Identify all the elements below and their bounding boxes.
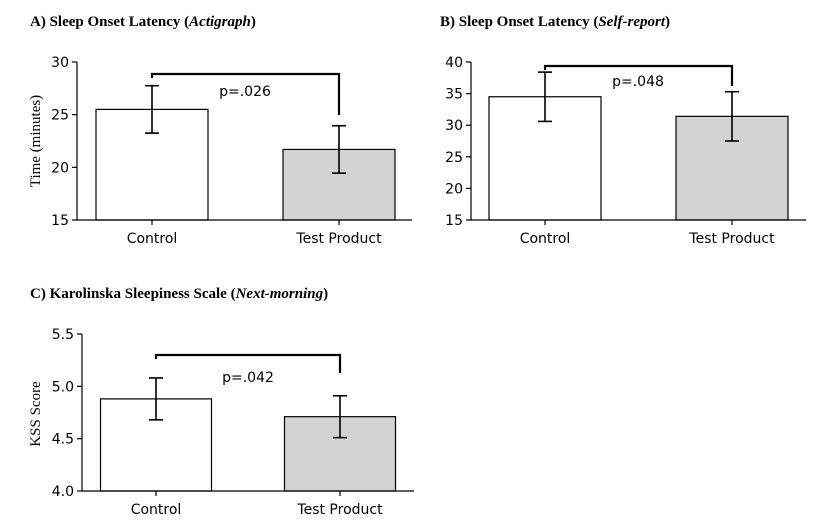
panel-a-ytick-label-2: 25 [51, 108, 69, 124]
panel-b-ytick-label-0: 15 [445, 213, 463, 229]
panel-a-ylabel: Time (minutes) [28, 95, 44, 187]
panel-a: A) Sleep Onset Latency (Actigraph) Time … [28, 14, 412, 247]
panel-b-significance-bracket [543, 64, 734, 86]
panel-a-ytick-label-3: 30 [51, 55, 69, 71]
panel-b-ytick-label-3: 30 [445, 118, 463, 134]
panel-a-significance-bracket [150, 72, 341, 115]
panel-c-title: C) Karolinska Sleepiness Scale (Next-mor… [30, 286, 328, 302]
panel-c-significance-bracket [154, 353, 342, 373]
panel-b-ytick-label-1: 20 [445, 181, 463, 197]
panel-a-significance: p=.026 [219, 84, 271, 100]
panel-b-xtick-label-1: Test Product [688, 231, 775, 247]
panel-b: B) Sleep Onset Latency (Self-report) p=.… [440, 14, 806, 247]
panel-c-ytick-label-2: 5.0 [52, 379, 74, 395]
panel-c-ytick-label-0: 4.0 [52, 484, 74, 500]
panel-c-ytick-label-3: 5.5 [52, 327, 74, 343]
panel-a-ytick-label-0: 15 [51, 213, 69, 229]
panel-c-xtick-label-0: Control [131, 502, 182, 518]
panel-c-ytick-label-1: 4.5 [52, 432, 74, 448]
panel-b-significance: p=.048 [612, 74, 664, 90]
panel-c-significance: p=.042 [222, 370, 274, 386]
panel-c-ylabel: KSS Score [28, 381, 44, 447]
panel-b-xtick-label-0: Control [520, 231, 571, 247]
panel-b-ytick-label-4: 35 [445, 87, 463, 103]
panel-b-ytick-label-2: 25 [445, 150, 463, 166]
panel-a-xtick-label-1: Test Product [295, 231, 382, 247]
panel-c-xtick-label-1: Test Product [296, 502, 383, 518]
panel-b-title: B) Sleep Onset Latency (Self-report) [440, 14, 670, 30]
panel-a-xtick-label-0: Control [127, 231, 178, 247]
panel-b-ytick-label-5: 40 [445, 55, 463, 71]
panel-a-ytick-label-1: 20 [51, 160, 69, 176]
panel-a-title: A) Sleep Onset Latency (Actigraph) [30, 14, 256, 30]
panel-c: C) Karolinska Sleepiness Scale (Next-mor… [28, 286, 414, 518]
